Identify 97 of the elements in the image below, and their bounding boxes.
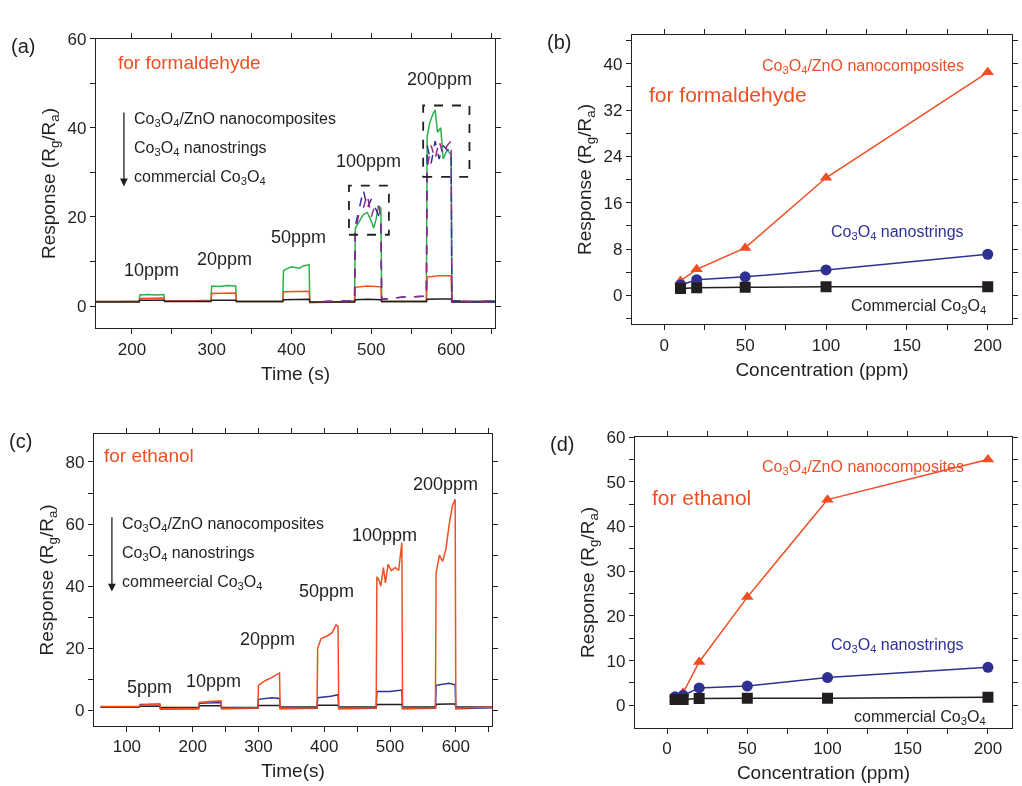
annotation: 10ppm (186, 671, 242, 691)
point (741, 680, 753, 692)
text: (d) (550, 433, 575, 455)
annotation: 200ppm (413, 474, 479, 494)
x-tick-label: 200 (117, 339, 147, 359)
y-tick-label: 20 (65, 639, 85, 659)
annotation: Co$_{3}$O$_{4}$/ZnO nanocomposites (122, 515, 324, 535)
point (820, 281, 832, 293)
y-tick-label: 8 (612, 239, 623, 259)
y-tick-label: 40 (603, 54, 623, 74)
x-tick-label: 0 (662, 739, 672, 759)
series-label: Co$_{3}$O$_{4}$ nanostrings (831, 223, 964, 243)
text: (c) (9, 430, 33, 452)
annotation: 20ppm (240, 629, 296, 649)
point (741, 692, 753, 704)
annotation: 100ppm (336, 151, 402, 171)
point (691, 282, 703, 294)
point (739, 271, 751, 283)
annotation: for formaldehyde (118, 52, 261, 73)
x-tick-label: 500 (357, 339, 386, 359)
x-tick-label: 150 (893, 739, 922, 759)
x-tick-label: 50 (735, 335, 755, 355)
text: (a) (11, 35, 36, 57)
y-tick-label: 20 (606, 606, 626, 626)
series-label: commercial Co$_{3}$O$_{4}$ (854, 708, 986, 728)
point (982, 248, 994, 260)
x-axis-title: Time (s) (261, 362, 330, 384)
y-tick-label: 16 (603, 193, 623, 213)
x-tick-label: 50 (737, 739, 757, 759)
point (982, 661, 994, 673)
y-tick-label: 60 (606, 427, 626, 447)
x-tick-label: 200 (973, 739, 1003, 759)
y-tick-label: 60 (65, 515, 85, 534)
y-tick-label: 50 (606, 472, 626, 492)
point (690, 263, 704, 273)
y-tick-label: 20 (67, 207, 87, 227)
y-tick-label: 0 (612, 286, 623, 306)
annotation: 200ppm (407, 69, 473, 89)
point (822, 672, 834, 684)
y-tick-label: 40 (65, 577, 85, 597)
annotation: commercial Co$_{3}$O$_{4}$ (134, 168, 266, 188)
x-tick-label: 100 (811, 335, 841, 355)
x-axis-title: Concentration (ppm) (736, 762, 911, 784)
y-tick-label: 0 (615, 696, 626, 716)
annotation: for ethanol (652, 486, 752, 509)
series-label: Co$_{3}$O$_{4}$/ZnO nanocomposites (762, 458, 964, 478)
series-label: Commercial Co$_{3}$O$_{4}$ (851, 297, 987, 317)
series-label: Co$_{3}$O$_{4}$/ZnO nanocomposites (762, 57, 964, 77)
point (693, 682, 705, 694)
x-tick-label: 0 (659, 335, 670, 355)
y-tick-label: 40 (67, 118, 87, 138)
annotation: for formaldehyde (649, 83, 807, 106)
annotation: commeercial Co$_{3}$O$_{4}$ (122, 573, 263, 593)
x-axis-title: Time(s) (261, 760, 325, 782)
x-tick-label: 300 (197, 339, 226, 359)
point (981, 66, 995, 76)
x-tick-label: 150 (892, 335, 922, 355)
y-tick-label: 10 (606, 651, 626, 671)
y-tick-label: 40 (606, 517, 626, 537)
y-tick-label: 30 (606, 562, 626, 582)
x-tick-label: 400 (277, 339, 306, 359)
y-tick-label: 80 (65, 452, 85, 472)
point (982, 691, 994, 703)
x-tick-label: 600 (441, 737, 471, 757)
series-label: Co$_{3}$O$_{4}$ nanostrings (831, 636, 964, 656)
annotation: 100ppm (352, 525, 418, 545)
text: (b) (547, 31, 572, 53)
x-tick-label: 100 (813, 739, 842, 759)
annotation: 20ppm (197, 249, 253, 269)
y-tick-label: 60 (67, 29, 87, 49)
point (822, 692, 834, 704)
x-tick-label: 100 (112, 737, 142, 757)
annotation: Co$_{3}$O$_{4}$/ZnO nanocomposites (134, 110, 336, 130)
y-tick-label: 0 (76, 296, 87, 316)
y-tick-label: 24 (603, 147, 623, 167)
x-tick-label: 400 (310, 737, 339, 757)
x-tick-label: 200 (973, 335, 1002, 355)
point (820, 264, 832, 276)
point (739, 281, 751, 293)
annotation: 50ppm (271, 227, 327, 247)
annotation: Co$_{3}$O$_{4}$ nanostrings (134, 139, 267, 159)
x-tick-label: 600 (436, 339, 466, 359)
x-tick-label: 300 (244, 737, 273, 757)
annotation: for ethanol (104, 445, 194, 466)
annotation: Co$_{3}$O$_{4}$ nanostrings (122, 544, 255, 564)
annotation: 50ppm (299, 581, 355, 601)
point (693, 693, 705, 705)
x-axis-title: Concentration (ppm) (735, 358, 909, 380)
annotation: 10ppm (124, 260, 180, 280)
y-tick-label: 32 (603, 100, 623, 120)
x-tick-label: 200 (178, 737, 207, 757)
y-tick-label: 0 (74, 701, 85, 721)
line-series (99, 498, 492, 710)
point (982, 281, 994, 293)
point (981, 453, 995, 463)
x-tick-label: 500 (375, 737, 405, 757)
annotation: 5ppm (127, 677, 173, 697)
